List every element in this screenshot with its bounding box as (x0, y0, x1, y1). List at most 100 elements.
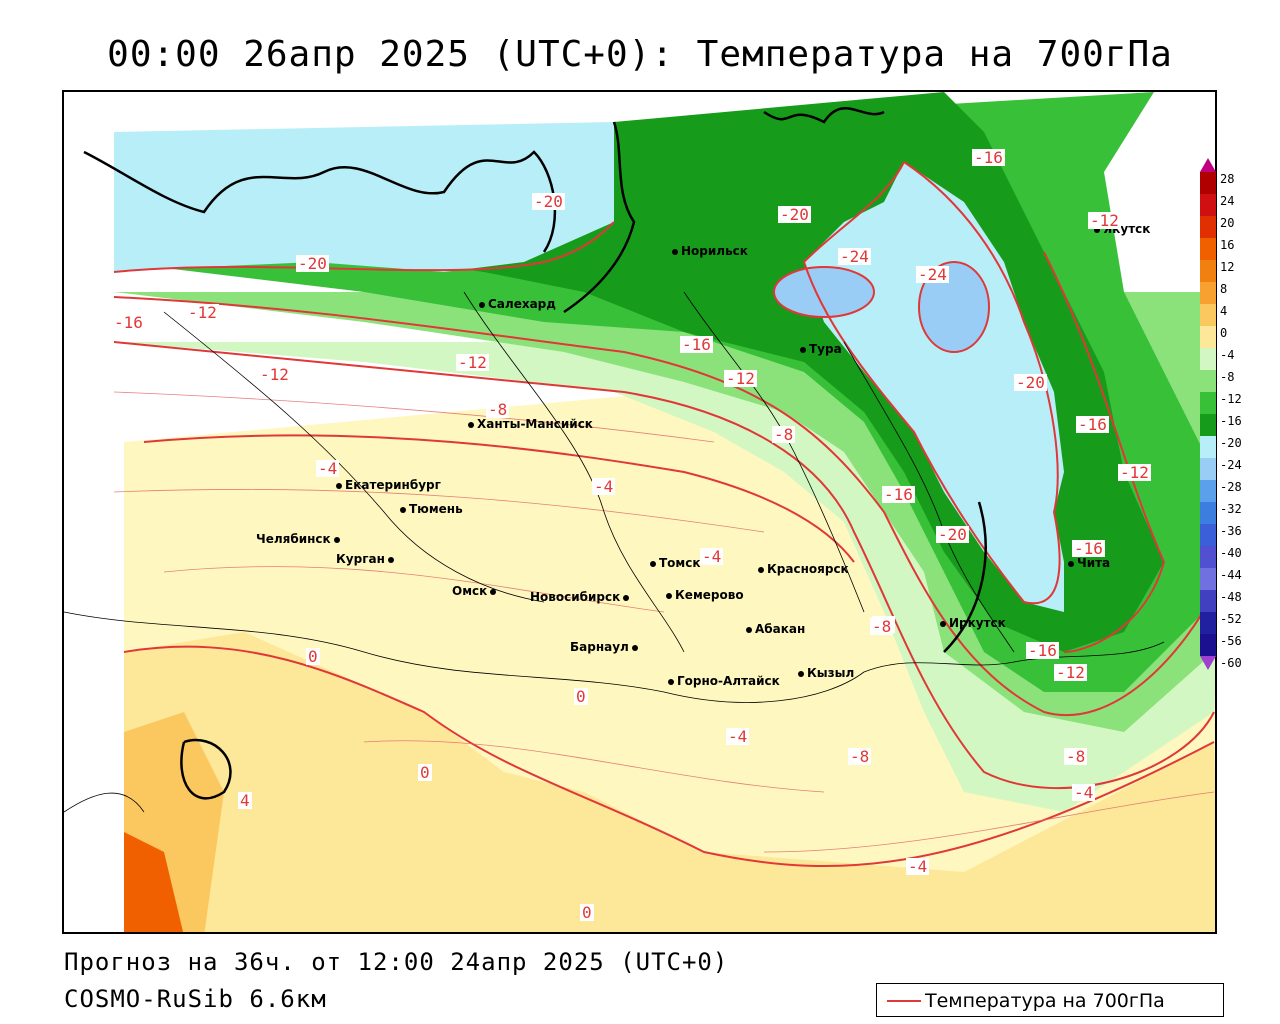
contour-line (363, 740, 825, 793)
city-abakan: Абакан (746, 622, 805, 636)
legend-label: Температура на 700гПа (925, 990, 1165, 1012)
color-scale-bar (1200, 158, 1216, 670)
city-dot (623, 594, 630, 601)
band-positive-4 (124, 632, 1215, 932)
scale-cell (1200, 326, 1216, 348)
city-dot (468, 421, 474, 428)
scale-label: -28 (1220, 480, 1242, 494)
contour-label: -4 (592, 477, 616, 496)
city-dot (631, 644, 638, 651)
contour-line (802, 161, 1061, 605)
city-label: Тюмень (409, 502, 463, 516)
scale-label: -8 (1220, 370, 1235, 384)
scale-cell (1200, 392, 1216, 414)
city-omsk: Омск (452, 584, 499, 598)
scale-cell (1200, 172, 1216, 194)
border-line (64, 611, 1165, 703)
city-label: Барнаул (570, 640, 629, 654)
city-dot (1094, 226, 1100, 233)
scale-cell (1200, 194, 1216, 216)
city-label: Красноярск (767, 562, 849, 576)
scale-label: -40 (1220, 546, 1242, 560)
scale-label: 4 (1220, 304, 1228, 318)
contour-label: -4 (726, 727, 750, 746)
city-chelyabinsk: Челябинск (256, 532, 343, 546)
contour-label: -12 (1054, 663, 1087, 682)
city-dot (333, 536, 340, 543)
contour-label: 0 (580, 903, 594, 922)
band-positive-12 (124, 832, 184, 932)
contour-label: -8 (1064, 747, 1088, 766)
contour-label: -8 (772, 425, 796, 444)
scale-label: -12 (1220, 392, 1242, 406)
temperature-contours (113, 161, 1215, 868)
contour-label: -4 (906, 857, 930, 876)
contour-label: -8 (848, 747, 872, 766)
scale-label: 12 (1220, 260, 1235, 274)
thin-isotherms (113, 391, 1215, 853)
contour-label: -24 (916, 265, 949, 284)
coastlines (83, 107, 987, 800)
city-label: Екатеринбург (345, 478, 441, 492)
city-label: Горно-Алтайск (677, 674, 780, 688)
city-label: Челябинск (256, 532, 331, 546)
scale-cell (1200, 304, 1216, 326)
city-label: Новосибирск (530, 590, 621, 604)
scale-cell (1200, 458, 1216, 480)
contour-line (143, 434, 855, 563)
contour-label: -12 (258, 365, 291, 384)
city-dot (387, 556, 394, 563)
contour-label: -16 (972, 148, 1005, 167)
scale-cell (1200, 414, 1216, 436)
scale-label: 16 (1220, 238, 1235, 252)
contour-line (113, 391, 715, 443)
city-label: Тура (809, 342, 842, 356)
scale-cell (1200, 370, 1216, 392)
contour-label: -16 (680, 335, 713, 354)
scale-cell (1200, 348, 1216, 370)
contour-line (113, 489, 765, 533)
scale-cell (1200, 216, 1216, 238)
scale-label: -36 (1220, 524, 1242, 538)
city-gorno-altaysk: Горно-Алтайск (668, 674, 780, 688)
city-dot (1068, 560, 1074, 567)
city-dot (746, 626, 752, 633)
contour-label: -20 (296, 254, 329, 273)
scale-cell (1200, 546, 1216, 568)
city-norilsk: Норильск (672, 244, 748, 258)
city-label: Кызыл (807, 666, 855, 680)
city-label: Норильск (681, 244, 748, 258)
contour-line (773, 266, 875, 318)
contour-label: -16 (112, 313, 145, 332)
scale-cell (1200, 612, 1216, 634)
contour-label: -12 (724, 369, 757, 388)
scale-label: 24 (1220, 194, 1235, 208)
border-line (683, 291, 865, 613)
city-label: Ханты-Мансийск (477, 417, 593, 431)
contour-label: -12 (456, 353, 489, 372)
city-tomsk: Томск (650, 556, 701, 570)
city-dot (400, 506, 406, 513)
coastline (943, 501, 987, 653)
scale-label: -24 (1220, 458, 1242, 472)
band-minus-20-east (804, 162, 1064, 612)
model-name: COSMO-RuSib 6.6км (64, 985, 327, 1013)
city-irkutsk: Иркутск (940, 616, 1006, 630)
city-kyzyl: Кызыл (798, 666, 854, 680)
coastline (83, 150, 557, 253)
band-minus-24-a (774, 267, 874, 317)
contour-label: -12 (1088, 211, 1121, 230)
scale-label: -4 (1220, 348, 1235, 362)
coastline (763, 107, 885, 124)
contour-label: -12 (186, 303, 219, 322)
city-tura: Тура (800, 342, 842, 356)
contour-line (123, 645, 1215, 868)
contour-label: -4 (700, 547, 724, 566)
city-kurgan: Курган (336, 552, 397, 566)
legend-line-swatch (887, 1000, 921, 1002)
city-label: Чита (1077, 556, 1111, 570)
border-line (463, 291, 685, 653)
contour-label: -4 (316, 459, 340, 478)
city-salekhard: Салехард (479, 297, 556, 311)
scale-cell (1200, 568, 1216, 590)
